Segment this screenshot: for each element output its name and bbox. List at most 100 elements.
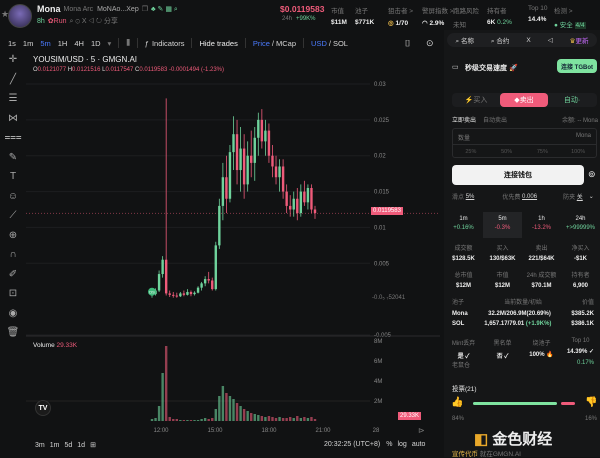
mcap-toggle[interactable]: MCap — [276, 38, 297, 48]
instant-sell-tab[interactable]: 立即卖出 — [452, 118, 477, 124]
stat-check[interactable]: 检测 > ● 安全 4/4 — [554, 8, 586, 29]
pct-75[interactable]: 75% — [536, 148, 548, 155]
chart-toolbar: 1s 1m 5m 1H 4H 1D ▾ ⫼ ƒ Indicators Hide … — [8, 37, 434, 48]
pct-50[interactable]: 50% — [501, 148, 513, 155]
pool-row: Mona 32.2M/206.9M(20.69%) $385.2K — [452, 311, 594, 317]
candle-body — [193, 292, 196, 295]
candle-body — [306, 187, 310, 203]
period-24h[interactable]: 24h +>99999% — [565, 216, 596, 231]
amount-input[interactable]: 数量 Mona 25% 50% 75% 100% — [452, 128, 597, 158]
camera-icon[interactable]: ⌷ — [405, 37, 411, 48]
tradingview-logo[interactable]: TV — [35, 400, 51, 416]
brush-icon[interactable]: ✎ — [8, 151, 18, 163]
tab-buy[interactable]: ⚡ 买入 — [464, 97, 488, 104]
volume-bar — [186, 420, 189, 421]
period-5m[interactable]: 5m -0.3% — [483, 212, 522, 238]
tab-sell[interactable]: ◆ 卖出 — [500, 93, 548, 107]
update-button[interactable]: ♛更新 — [569, 38, 589, 45]
range-1d[interactable]: 1d — [77, 441, 86, 449]
ruler-icon[interactable]: ⟋ — [9, 210, 17, 222]
usd-toggle[interactable]: USD — [311, 38, 327, 48]
indicators-button[interactable]: Indicators — [151, 38, 185, 48]
emoji-icon[interactable]: ☺ — [7, 190, 19, 202]
goto-realtime-icon[interactable]: ⊳ — [418, 426, 425, 435]
stat-snipers[interactable]: 狙击者 > ◎ 1/70 — [388, 8, 414, 27]
search-name[interactable]: ⌕ 名称 — [455, 37, 474, 45]
volume-bar — [299, 418, 303, 421]
connect-wallet-button[interactable]: 连接钱包 — [452, 165, 584, 185]
horizontal-lines-icon[interactable]: ☰ — [8, 93, 18, 105]
candle-type-icon[interactable]: ⫼ — [126, 38, 130, 47]
fx-icon[interactable]: ƒ — [144, 38, 149, 48]
settings-icon[interactable]: ⊙ — [426, 37, 434, 48]
magnet-icon[interactable]: ∩ — [9, 249, 17, 261]
price-toggle[interactable]: Price — [252, 38, 270, 48]
clock[interactable]: 20:32:25 (UTC+8) — [324, 441, 381, 448]
search-contract[interactable]: ⌕ 合约 — [490, 37, 510, 45]
trash-icon[interactable]: 🗑 — [6, 327, 20, 339]
thumbs-up-icon[interactable]: 👍 — [451, 397, 464, 408]
auto-toggle[interactable]: auto — [411, 441, 426, 448]
chevron-down-icon[interactable]: ▾ — [107, 38, 112, 48]
zoom-icon[interactable]: ⊕ — [8, 229, 18, 241]
crosshair-icon[interactable]: ✛ — [8, 54, 18, 66]
trendline-icon[interactable]: ╱ — [9, 73, 17, 85]
stat-alert[interactable]: 警屏指数 > ◠ 2.9% — [422, 8, 454, 27]
tab-auto[interactable]: 自动 · — [563, 96, 581, 105]
interval-4h[interactable]: 4H — [74, 38, 84, 48]
hide-trades-button[interactable]: Hide trades — [199, 38, 238, 48]
range-3m[interactable]: 3m — [35, 441, 45, 449]
period-1m[interactable]: 1m +0.16% — [453, 216, 474, 231]
promo-link[interactable]: 宣传代币 就在GMGN.AI — [452, 451, 521, 458]
volume-bar — [157, 406, 161, 421]
candle-body — [203, 279, 207, 284]
pitchfork-icon[interactable]: ⋈ — [8, 112, 18, 124]
ds-marker — [148, 287, 156, 296]
interval-5m[interactable]: 5m — [40, 38, 51, 48]
priority-value[interactable]: 0.006 — [522, 193, 538, 200]
range-5d[interactable]: 5d — [64, 441, 73, 449]
volume-tick-label: 6M — [374, 359, 382, 365]
contract-address[interactable]: MoNAo...Xep — [97, 5, 139, 13]
slippage-value[interactable]: 5% — [465, 193, 475, 200]
telegram-icon[interactable]: ◁ — [547, 37, 553, 44]
interval-1m[interactable]: 1m — [22, 38, 34, 48]
thumbs-down-icon[interactable]: 👎 — [585, 397, 598, 408]
pct-100[interactable]: 100% — [571, 148, 586, 155]
fib-icon[interactable]: ⩶ — [4, 132, 22, 144]
y-tick-label: 0.005 — [374, 261, 390, 267]
candle-plot[interactable]: 0.030.0250.020.0150.010.005-0.005DS8M6M4… — [26, 50, 440, 442]
link-icons[interactable]: ⌕ ⊙ X ◁ ↻ 分享 — [69, 18, 118, 25]
volume-bar — [250, 413, 253, 421]
sol-toggle[interactable]: SOL — [332, 38, 348, 48]
lock-drawing-icon[interactable]: ✐ — [8, 268, 18, 280]
stat-mcap: 市值 $11M — [331, 8, 347, 26]
price-chart[interactable]: YOUSIM/USD · 5 · GMGN.AI O0.0121077 H0.0… — [26, 50, 440, 449]
star-icon[interactable]: ★ — [1, 9, 10, 19]
candle-body — [189, 291, 193, 295]
eye-icon[interactable]: ◉ — [8, 307, 18, 319]
chevron-down-icon[interactable]: ⌄ — [588, 194, 594, 200]
interval-1d[interactable]: 1D — [90, 38, 101, 48]
pct-25[interactable]: 25% — [465, 148, 477, 155]
lock-icon[interactable]: ⊡ — [8, 288, 18, 300]
range-1m[interactable]: 1m — [49, 441, 60, 449]
percent-toggle[interactable]: % — [386, 441, 393, 448]
auto-sell-tab[interactable]: 自动卖出 — [483, 118, 508, 124]
period-1h[interactable]: 1h -13.2% — [531, 216, 551, 231]
interval-1s[interactable]: 1s — [8, 38, 16, 48]
connect-tgbot-button[interactable]: 连接 TGBot — [557, 59, 597, 73]
settings-icon[interactable]: ⊚ — [588, 169, 596, 179]
volume-bar — [214, 409, 217, 421]
candle-body — [281, 166, 285, 192]
interval-1h[interactable]: 1H — [57, 38, 68, 48]
log-toggle[interactable]: log — [397, 441, 407, 448]
volume-bar — [285, 418, 288, 421]
text-icon[interactable]: T — [9, 171, 17, 183]
volume-bar — [235, 403, 239, 421]
volume-bar — [218, 396, 221, 421]
anti-mev-value[interactable]: 关 — [576, 195, 583, 201]
x-icon[interactable]: X — [526, 36, 531, 44]
date-range-icon[interactable]: ⊞ — [90, 442, 96, 449]
copy-icon[interactable]: ❐ — [141, 6, 148, 13]
